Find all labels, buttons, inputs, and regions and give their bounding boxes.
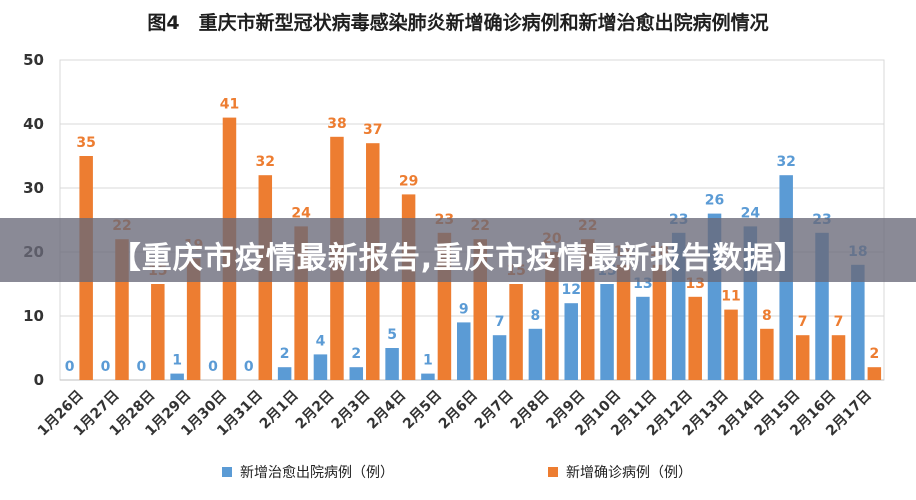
legend-item-confirmed: 新增确诊病例（例） — [548, 462, 692, 482]
data-label-cured: 9 — [459, 301, 469, 317]
y-tick-label: 10 — [23, 307, 44, 325]
bar-confirmed — [688, 296, 702, 380]
data-label-confirmed: 7 — [834, 314, 844, 330]
bar-confirmed — [186, 258, 201, 380]
data-label-confirmed: 29 — [399, 173, 418, 189]
bar-cured — [636, 296, 650, 380]
overlay-banner — [0, 218, 916, 282]
data-label-confirmed: 37 — [363, 122, 382, 138]
bar-confirmed — [795, 335, 810, 380]
data-label-cured: 1 — [172, 353, 182, 369]
bar-confirmed — [867, 367, 882, 380]
data-label-confirmed: 38 — [327, 116, 346, 132]
data-label-cured: 0 — [101, 359, 111, 375]
chart-title: 图4 重庆市新型冠状病毒感染肺炎新增确诊病例和新增治愈出院病例情况 — [147, 12, 769, 34]
bar-cured — [421, 373, 435, 380]
legend-label-cured: 新增治愈出院病例（例） — [240, 465, 394, 481]
bar-cured — [277, 367, 292, 380]
bar-confirmed — [760, 328, 774, 380]
x-tick-label: 2月6日 — [436, 388, 481, 433]
data-label-confirmed: 2 — [869, 346, 879, 362]
bar-cured — [564, 303, 578, 380]
data-label-confirmed: 7 — [798, 314, 808, 330]
y-tick-label: 30 — [23, 179, 44, 197]
y-tick-label: 40 — [23, 115, 44, 133]
data-label-confirmed: 41 — [220, 97, 239, 113]
bar-confirmed — [545, 252, 559, 380]
bar-confirmed — [509, 284, 523, 380]
data-label-confirmed: 8 — [762, 308, 772, 324]
data-label-cured: 32 — [776, 154, 795, 170]
x-tick-label: 2月5日 — [400, 388, 445, 433]
bar-confirmed — [652, 264, 667, 380]
bar-confirmed — [724, 309, 738, 380]
x-tick-label: 2月3日 — [328, 388, 373, 433]
data-label-cured: 0 — [65, 359, 75, 375]
data-label-cured: 7 — [495, 314, 505, 330]
x-tick-label: 2月2日 — [293, 388, 338, 433]
data-label-cured: 8 — [531, 308, 541, 324]
x-tick-label: 2月7日 — [472, 388, 517, 433]
bar-cured — [385, 348, 399, 380]
data-label-cured: 4 — [316, 333, 326, 349]
data-label-cured: 5 — [387, 327, 397, 343]
bar-confirmed — [151, 284, 165, 380]
legend-swatch-confirmed — [548, 467, 558, 477]
x-tick-label: 2月4日 — [364, 388, 409, 433]
data-label-confirmed: 11 — [721, 289, 740, 305]
data-label-cured: 24 — [741, 205, 761, 221]
y-tick-label: 0 — [34, 371, 44, 389]
data-label-confirmed: 24 — [291, 205, 311, 221]
data-label-confirmed: 35 — [76, 135, 95, 151]
data-label-confirmed: 32 — [256, 154, 275, 170]
bar-cured — [349, 367, 364, 380]
bar-cured — [492, 335, 507, 380]
legend-swatch-cured — [222, 467, 232, 477]
bar-cured — [313, 354, 328, 380]
legend-label-confirmed: 新增确诊病例（例） — [566, 465, 692, 481]
legend-item-cured: 新增治愈出院病例（例） — [222, 462, 394, 482]
bar-cured — [457, 322, 471, 380]
data-label-cured: 0 — [136, 359, 146, 375]
bar-confirmed — [616, 264, 631, 380]
bar-cured — [600, 284, 614, 380]
x-tick-label: 2月8日 — [508, 388, 553, 433]
data-label-cured: 0 — [208, 359, 218, 375]
overlay-banner-text: 【重庆市疫情最新报告,重庆市疫情最新报告数据】 — [110, 241, 806, 276]
data-label-cured: 2 — [280, 346, 290, 362]
x-tick-label: 2月1日 — [257, 388, 302, 433]
bar-cured — [528, 328, 543, 380]
data-label-cured: 12 — [561, 282, 580, 298]
data-label-cured: 1 — [423, 353, 433, 369]
data-label-cured: 0 — [244, 359, 254, 375]
y-tick-label: 50 — [23, 51, 44, 69]
bar-cured — [851, 264, 865, 380]
bar-cured — [170, 373, 184, 380]
bar-confirmed — [831, 335, 846, 380]
data-label-cured: 2 — [351, 346, 361, 362]
data-label-cured: 26 — [705, 193, 724, 209]
